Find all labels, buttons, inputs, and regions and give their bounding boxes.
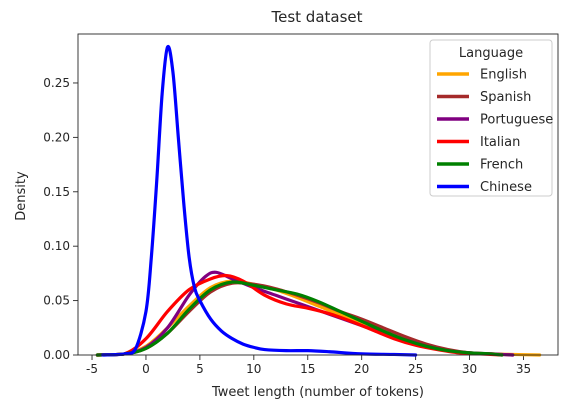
- series-line-chinese: [101, 44, 418, 357]
- x-tick-label: 0: [142, 362, 150, 376]
- legend-label-italian: Italian: [480, 135, 520, 150]
- legend-label-french: French: [480, 158, 523, 173]
- legend: Language English Spanish Portuguese Italian…: [429, 39, 553, 197]
- x-tick-label: 25: [408, 362, 423, 376]
- y-tick-label: 0.15: [43, 185, 70, 199]
- x-tick-label: 15: [300, 362, 315, 376]
- legend-box: [429, 39, 553, 197]
- x-tick-label: 10: [246, 362, 261, 376]
- legend-label-portuguese: Portuguese: [480, 113, 553, 128]
- y-tick-label: 0.25: [43, 76, 70, 90]
- legend-title: Language: [459, 46, 523, 61]
- legend-label-spanish: Spanish: [480, 90, 531, 105]
- x-tick-label: -5: [86, 362, 98, 376]
- y-axis-label: Density: [14, 171, 29, 221]
- chart-title: Test dataset: [270, 8, 362, 26]
- y-tick-label: 0.20: [43, 130, 70, 144]
- x-tick-label: 5: [196, 362, 204, 376]
- x-tick-label: 30: [462, 362, 477, 376]
- series-line-french: [95, 280, 504, 357]
- legend-label-english: English: [480, 68, 527, 83]
- x-axis-ticks: -5 0 5 10 15 20 25 30 35: [86, 355, 531, 376]
- legend-label-chinese: Chinese: [480, 180, 532, 195]
- x-axis-label: Tweet length (number of tokens): [211, 385, 424, 400]
- x-tick-label: 35: [516, 362, 531, 376]
- legend-items: English Spanish Portuguese Italian French Chi…: [437, 68, 553, 195]
- plot-frame: [77, 33, 559, 356]
- x-tick-label: 20: [354, 362, 369, 376]
- y-tick-label: 0.00: [43, 348, 70, 362]
- y-tick-label: 0.10: [43, 239, 70, 253]
- y-tick-label: 0.05: [43, 294, 70, 308]
- y-axis-ticks: 0.00 0.05 0.10 0.15 0.20 0.25: [43, 76, 78, 362]
- series-lines: [95, 44, 542, 357]
